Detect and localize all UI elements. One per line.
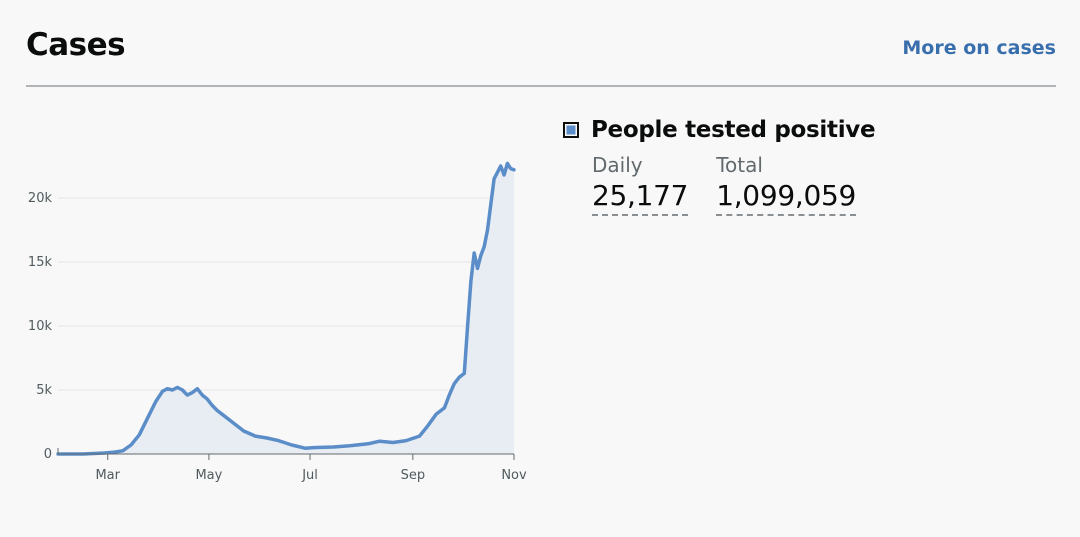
total-label: Total	[716, 153, 763, 177]
cases-chart: 0 5k 10k 15k 20k Mar May Jul Sep Nov	[28, 161, 527, 483]
series-area	[58, 163, 514, 454]
axes: 0 5k 10k 15k 20k Mar May Jul Sep Nov	[28, 191, 527, 483]
more-on-cases-link[interactable]: More on cases	[902, 37, 1056, 59]
x-tick-label: Sep	[401, 468, 426, 483]
daily-label: Daily	[592, 153, 643, 177]
y-tick-label: 10k	[28, 319, 53, 334]
x-tick-label: Jul	[301, 468, 318, 483]
y-tick-label: 20k	[28, 191, 53, 206]
y-tick-label: 15k	[28, 255, 53, 270]
page-title: Cases	[26, 27, 126, 63]
total-stat: Total 1,099,059	[716, 153, 856, 216]
total-value[interactable]: 1,099,059	[716, 179, 856, 216]
y-tick-label: 5k	[36, 383, 52, 398]
y-tick-label: 0	[44, 447, 52, 462]
legend-swatch	[563, 122, 579, 138]
daily-stat: Daily 25,177	[592, 153, 688, 216]
x-tick-label: Mar	[95, 468, 120, 483]
grid-lines	[58, 197, 514, 391]
header-divider	[26, 85, 1056, 87]
daily-value[interactable]: 25,177	[592, 179, 688, 216]
series-line	[56, 161, 516, 456]
legend: People tested positive Daily 25,177 Tota…	[563, 117, 884, 216]
legend-title: People tested positive	[591, 117, 876, 143]
x-tick-label: Nov	[501, 468, 527, 483]
x-tick-label: May	[195, 468, 222, 483]
